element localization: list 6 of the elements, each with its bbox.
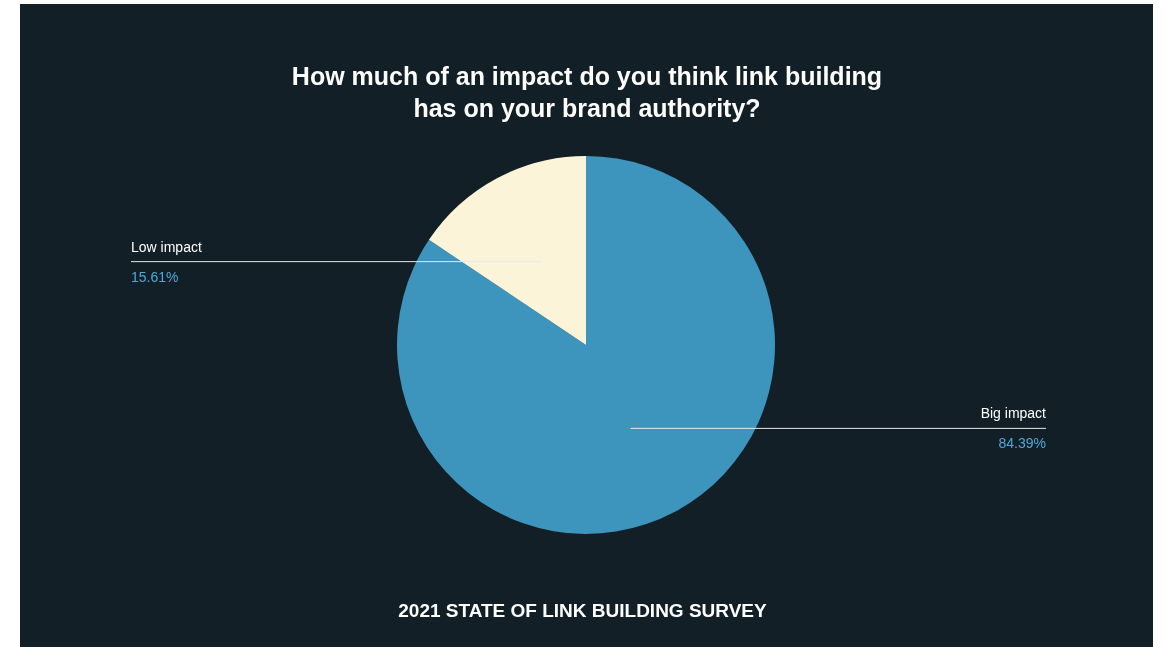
chart-title: How much of an impact do you think link building has on your brand authority? <box>290 61 884 124</box>
text: 2021 STATE OF LINK BUILDING SURVEY <box>397 600 768 622</box>
slice-label: Big impact <box>980 405 1047 422</box>
data-label: 84.39% <box>998 435 1046 452</box>
data-label: 15.61% <box>131 268 179 285</box>
slice-label: Low impact <box>131 238 202 255</box>
